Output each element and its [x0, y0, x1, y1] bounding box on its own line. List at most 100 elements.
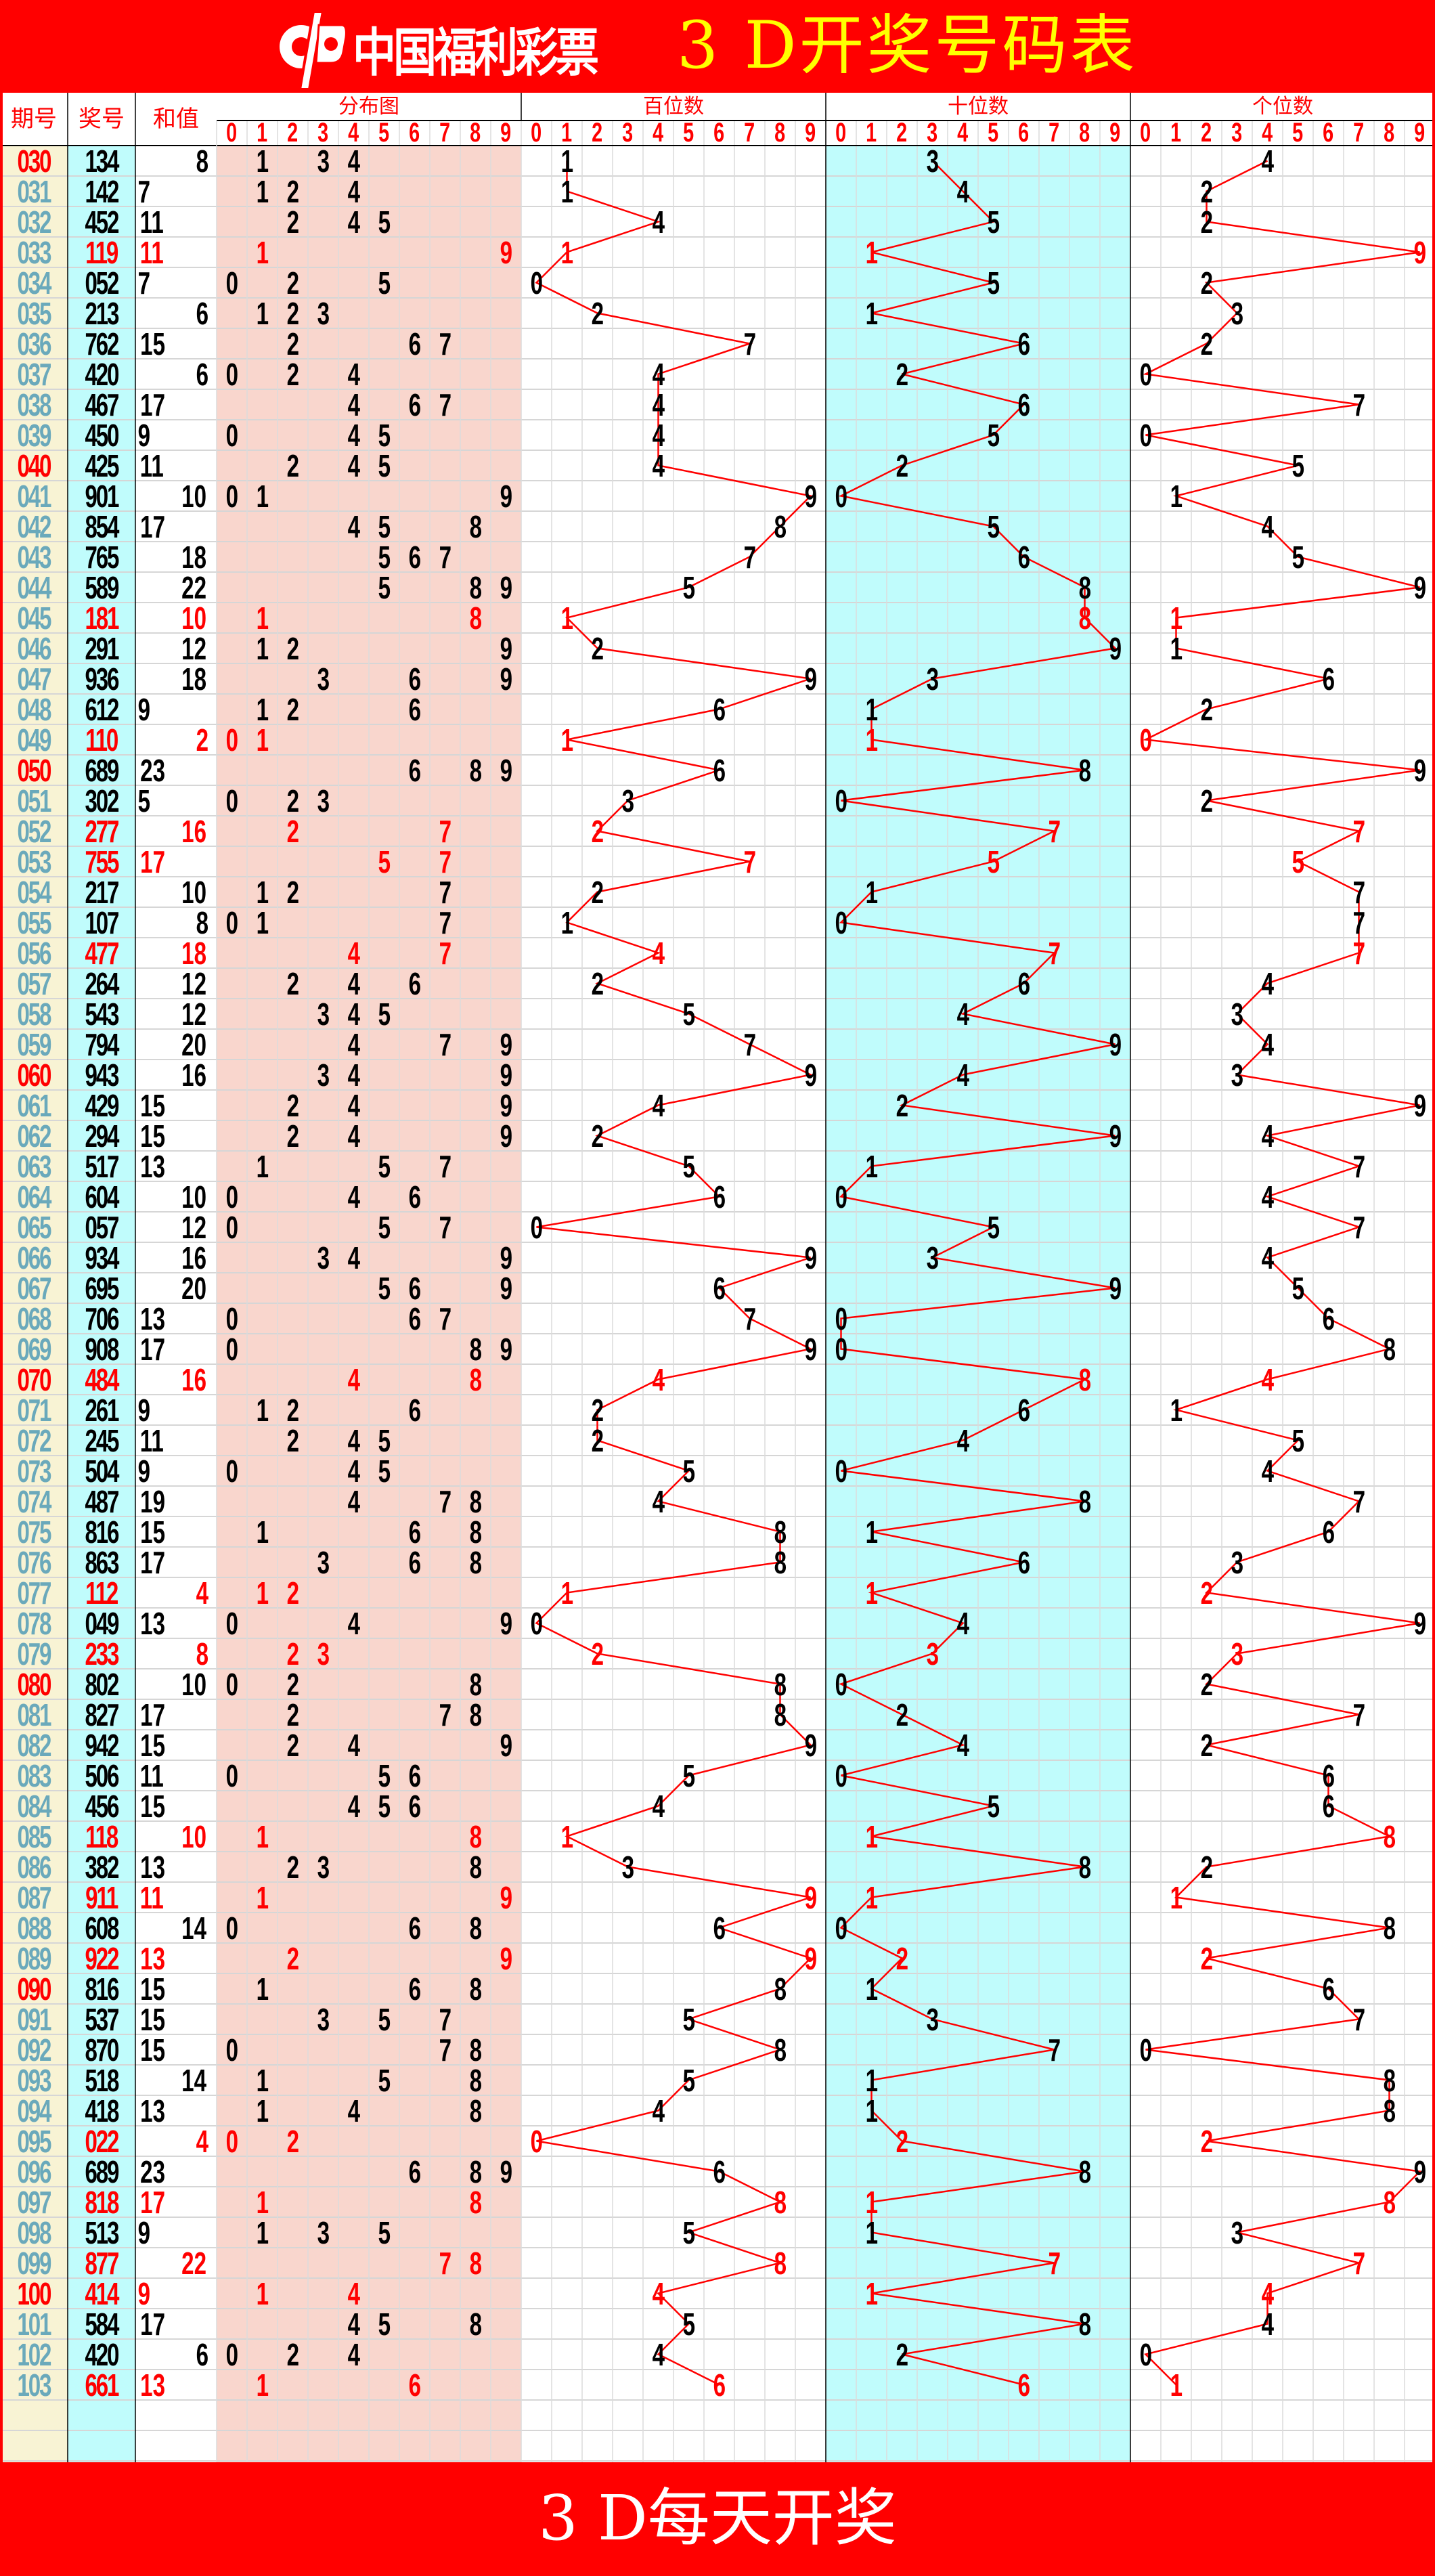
header-digit: 1 [856, 119, 887, 146]
sum-cell-text: 15 [140, 1728, 166, 1763]
draw-number-cell: 608 [68, 1913, 135, 1944]
hundreds-digit: 0 [521, 2126, 552, 2157]
distribution-digit: 0 [217, 267, 247, 299]
distribution-digit-text: 6 [408, 1393, 421, 1428]
period-cell: 054 [0, 877, 68, 908]
distribution-digit: 7 [430, 389, 460, 420]
header-digit: 9 [795, 119, 826, 146]
units-digit-text: 9 [1413, 570, 1426, 605]
hundreds-digit-text: 2 [591, 1393, 604, 1428]
distribution-digit-text: 8 [469, 601, 482, 636]
units-digit: 3 [1222, 2217, 1252, 2248]
distribution-digit: 2 [278, 968, 308, 999]
tens-digit: 3 [917, 146, 948, 177]
header-digit-label: 3 [927, 118, 938, 148]
sum-cell-text: 10 [181, 1667, 206, 1702]
hundreds-digit: 2 [582, 633, 613, 664]
units-digit: 1 [1161, 633, 1191, 664]
distribution-digit-text: 6 [408, 1514, 421, 1550]
units-digit-text: 0 [1139, 418, 1152, 453]
sum-cell: 17 [135, 2185, 217, 2220]
distribution-digit-text: 1 [256, 1575, 269, 1611]
units-digit-text: 4 [1261, 1362, 1274, 1397]
distribution-digit: 8 [460, 2156, 491, 2187]
sum-cell: 11 [135, 237, 217, 268]
distribution-digit-text: 4 [347, 144, 360, 179]
distribution-digit: 4 [338, 450, 369, 481]
draw-number-cell: 142 [68, 176, 135, 207]
distribution-digit-text: 8 [469, 2154, 482, 2189]
units-digit-text: 2 [1200, 265, 1213, 301]
distribution-digit: 9 [491, 237, 521, 268]
sum-cell: 8 [135, 1638, 211, 1669]
distribution-digit-text: 4 [347, 357, 360, 392]
distribution-digit: 2 [278, 1943, 308, 1974]
hundreds-digit: 8 [765, 2248, 795, 2279]
distribution-digit: 6 [399, 1514, 430, 1550]
distribution-digit-text: 9 [500, 570, 512, 605]
tens-digit: 3 [917, 2004, 948, 2035]
period-cell-text: 094 [17, 2093, 52, 2129]
units-digit: 2 [1191, 1943, 1222, 1974]
draw-number-cell: 689 [68, 755, 135, 786]
units-digit-text: 1 [1170, 2367, 1183, 2403]
units-digit-text: 6 [1322, 1301, 1335, 1336]
period-cell: 049 [0, 724, 68, 756]
distribution-digit: 4 [338, 1118, 369, 1154]
distribution-digit: 9 [491, 1060, 521, 1091]
sum-cell: 23 [135, 2156, 217, 2187]
distribution-digit: 2 [278, 2339, 308, 2370]
units-digit-text: 2 [1200, 783, 1213, 818]
distribution-digit-text: 0 [225, 1667, 238, 1702]
distribution-digit-text: 2 [286, 783, 299, 818]
distribution-digit-text: 5 [378, 1210, 391, 1245]
period-cell: 064 [0, 1181, 68, 1213]
header-digit-label: 7 [744, 118, 755, 148]
distribution-digit-text: 4 [347, 1118, 360, 1154]
distribution-digit-text: 1 [256, 1971, 269, 2007]
distribution-digit-text: 7 [439, 387, 451, 422]
header-digit: 9 [1405, 119, 1435, 146]
distribution-digit-text: 5 [378, 1423, 391, 1458]
sum-cell-text: 10 [181, 1819, 206, 1854]
hundreds-digit: 5 [674, 2217, 704, 2248]
distribution-digit: 3 [308, 1060, 338, 1091]
draw-number-cell-text: 420 [85, 2337, 120, 2372]
distribution-digit-text: 4 [347, 204, 360, 240]
distribution-digit-text: 4 [347, 418, 360, 453]
period-cell-text: 037 [17, 357, 52, 392]
sum-cell: 15 [135, 1090, 217, 1121]
period-cell: 035 [0, 298, 68, 329]
draw-number-cell-text: 901 [85, 479, 120, 514]
period-cell-text: 093 [17, 2063, 52, 2098]
header-digit-label: 8 [470, 118, 481, 148]
distribution-digit: 5 [369, 206, 399, 238]
hundreds-digit: 4 [643, 420, 674, 451]
draw-number-cell-text: 452 [85, 204, 120, 240]
tens-digit-text: 1 [865, 1514, 878, 1550]
units-digit-text: 3 [1231, 997, 1243, 1032]
period-cell: 067 [0, 1273, 68, 1304]
period-cell: 080 [0, 1669, 68, 1700]
tens-digit: 1 [856, 2065, 887, 2096]
hundreds-digit-text: 4 [652, 1484, 665, 1519]
hundreds-digit-text: 7 [743, 540, 756, 575]
period-cell: 102 [0, 2339, 68, 2370]
distribution-digit: 8 [460, 601, 491, 636]
draw-number-cell-text: 827 [85, 1697, 120, 1732]
draw-number-cell: 110 [68, 724, 135, 756]
hundreds-digit: 3 [613, 1852, 643, 1883]
header-digit: 7 [1344, 119, 1374, 146]
tens-digit: 8 [1069, 2156, 1100, 2187]
units-digit-text: 4 [1261, 1454, 1274, 1489]
draw-number-cell: 118 [68, 1821, 135, 1852]
sum-cell-text: 17 [140, 2185, 166, 2220]
distribution-digit: 6 [399, 328, 430, 359]
sum-cell: 9 [135, 1456, 217, 1487]
tens-digit-text: 4 [956, 1057, 969, 1093]
hundreds-digit-text: 5 [682, 1454, 695, 1489]
tens-digit-text: 1 [865, 235, 878, 270]
distribution-digit: 8 [460, 1821, 491, 1852]
distribution-digit: 0 [217, 2339, 247, 2370]
tens-digit-text: 6 [1017, 540, 1030, 575]
